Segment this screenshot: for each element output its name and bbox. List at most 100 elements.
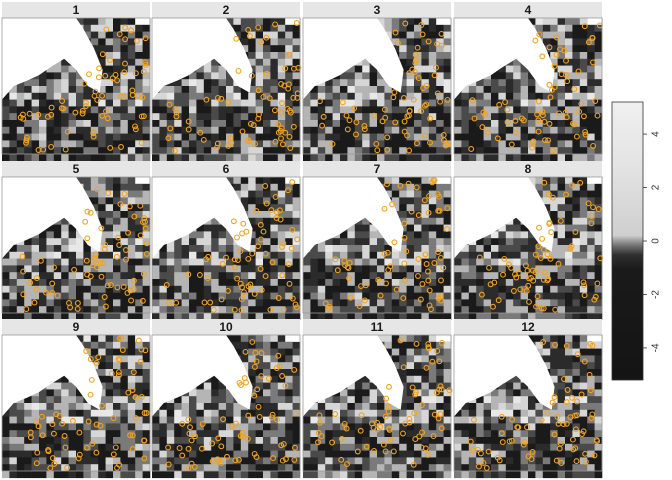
raster-cell bbox=[436, 238, 444, 246]
raster-cell bbox=[491, 126, 499, 134]
raster-cell bbox=[263, 265, 271, 273]
raster-cell bbox=[113, 65, 121, 73]
raster-cell bbox=[181, 306, 190, 314]
raster-cell bbox=[218, 79, 227, 87]
raster-cell bbox=[303, 299, 311, 307]
raster-cell bbox=[572, 279, 581, 287]
raster-cell bbox=[325, 86, 333, 94]
raster-cell bbox=[24, 106, 32, 114]
raster-cell bbox=[248, 140, 256, 148]
raster-cell bbox=[443, 238, 452, 246]
raster-cell bbox=[292, 52, 301, 60]
raster-cell bbox=[135, 58, 143, 66]
raster-cell bbox=[24, 86, 32, 94]
raster-cell bbox=[285, 299, 293, 307]
raster-cell bbox=[113, 464, 121, 472]
raster-cell bbox=[406, 106, 415, 114]
raster-cell bbox=[325, 99, 333, 107]
raster-cell bbox=[461, 92, 470, 100]
raster-cell bbox=[196, 258, 205, 266]
sample-point bbox=[198, 445, 205, 452]
raster-cell bbox=[325, 265, 333, 273]
raster-cell bbox=[572, 52, 581, 60]
raster-cell bbox=[226, 450, 234, 458]
raster-cell bbox=[587, 224, 595, 232]
raster-cell bbox=[203, 133, 212, 141]
sample-point bbox=[284, 106, 291, 112]
raster-cell bbox=[270, 65, 279, 73]
raster-cell bbox=[61, 416, 69, 424]
raster-cell bbox=[76, 285, 84, 293]
raster-cell bbox=[120, 292, 129, 300]
raster-cell bbox=[277, 403, 286, 411]
facet-strip bbox=[2, 2, 150, 18]
sample-point bbox=[468, 146, 475, 152]
raster-cell bbox=[362, 65, 370, 73]
sample-point bbox=[82, 99, 89, 106]
raster-cell bbox=[142, 341, 151, 349]
raster-cell bbox=[233, 341, 242, 349]
raster-cell bbox=[218, 147, 227, 155]
raster-cell bbox=[421, 292, 430, 300]
raster-cell bbox=[277, 457, 286, 465]
sample-point bbox=[582, 131, 589, 138]
raster-cell bbox=[90, 45, 99, 53]
raster-cell bbox=[142, 375, 151, 383]
raster-cell bbox=[285, 450, 293, 458]
raster-cell bbox=[240, 450, 249, 458]
sample-point bbox=[423, 101, 430, 108]
raster-cell bbox=[53, 313, 62, 321]
sample-point bbox=[278, 125, 285, 132]
raster-cell bbox=[528, 18, 536, 26]
raster-cell bbox=[340, 126, 348, 134]
raster-cell bbox=[39, 416, 47, 424]
raster-cell bbox=[520, 106, 529, 114]
raster-cell bbox=[550, 177, 558, 185]
raster-cell bbox=[105, 133, 114, 141]
raster-cell bbox=[587, 292, 595, 300]
raster-cell bbox=[528, 120, 536, 128]
raster-cell bbox=[127, 258, 136, 266]
raster-cell bbox=[513, 285, 521, 293]
raster-cell bbox=[285, 443, 293, 451]
raster-cell bbox=[83, 279, 92, 287]
raster-cell bbox=[399, 231, 407, 239]
raster-cell bbox=[68, 224, 77, 232]
land-mask bbox=[436, 18, 451, 25]
raster-cell bbox=[135, 126, 143, 134]
sample-point bbox=[346, 275, 353, 282]
sample-point bbox=[241, 289, 247, 296]
raster-cell bbox=[181, 106, 190, 114]
raster-cell bbox=[255, 190, 264, 198]
raster-cell bbox=[181, 79, 190, 87]
raster-cell bbox=[505, 154, 514, 162]
raster-cell bbox=[31, 437, 40, 445]
raster-cell bbox=[68, 140, 77, 148]
raster-cell bbox=[285, 72, 293, 80]
sample-point bbox=[383, 280, 389, 287]
raster-cell bbox=[594, 285, 603, 293]
raster-cell bbox=[285, 31, 293, 39]
raster-cell bbox=[31, 396, 40, 404]
raster-cell bbox=[218, 251, 227, 259]
sample-point bbox=[99, 51, 106, 58]
sample-point bbox=[293, 20, 300, 26]
raster-cell bbox=[468, 279, 477, 287]
raster-cell bbox=[285, 140, 293, 148]
raster-cell bbox=[189, 79, 197, 87]
sample-point bbox=[381, 250, 388, 257]
raster-cell bbox=[594, 251, 603, 259]
raster-cell bbox=[113, 423, 121, 431]
raster-cell bbox=[189, 430, 197, 438]
raster-cell bbox=[142, 389, 151, 397]
raster-cell bbox=[105, 72, 114, 80]
raster-cell bbox=[226, 251, 234, 259]
raster-cell bbox=[98, 92, 106, 100]
sample-point bbox=[487, 281, 494, 288]
raster-cell bbox=[46, 299, 55, 307]
raster-cell bbox=[174, 238, 182, 246]
raster-cell bbox=[317, 299, 326, 307]
raster-cell bbox=[285, 251, 293, 259]
raster-cell bbox=[105, 464, 114, 472]
raster-cell bbox=[83, 471, 92, 479]
